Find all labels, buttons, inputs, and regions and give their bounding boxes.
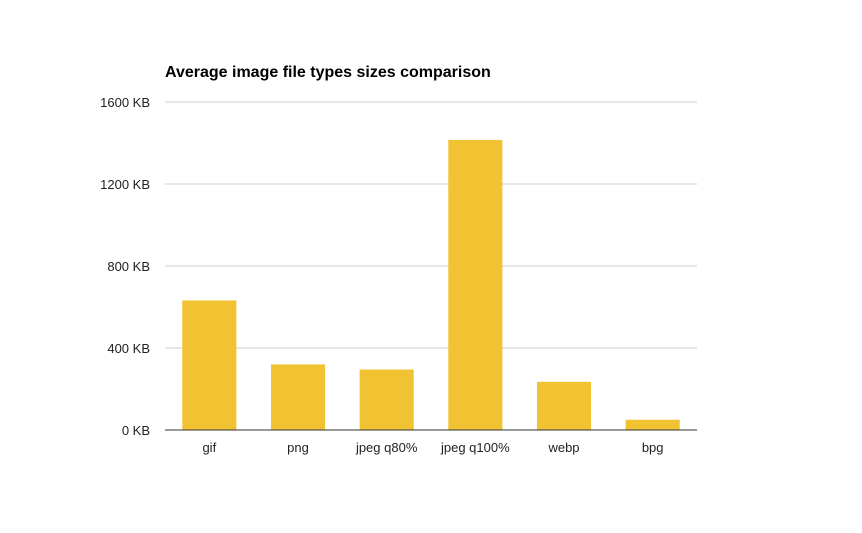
bar-gif — [182, 300, 237, 430]
bar-webp — [536, 381, 592, 430]
y-tick-label: 1200 KB — [100, 177, 150, 192]
y-axis-tick-labels: 0 KB 400 KB 800 KB 1200 KB 1600 KB — [100, 95, 150, 438]
chart-title: Average image file types sizes compariso… — [165, 64, 491, 81]
y-tick-label: 400 KB — [107, 341, 150, 356]
x-axis-category-labels: gif png jpeg q80% jpeg q100% webp bpg — [202, 440, 663, 455]
x-category-label: webp — [547, 440, 579, 455]
y-tick-label: 800 KB — [107, 259, 150, 274]
gridlines — [165, 101, 697, 349]
x-category-label: jpeg q100% — [440, 440, 510, 455]
x-category-label: gif — [202, 440, 216, 455]
x-category-label: jpeg q80% — [355, 440, 418, 455]
bars — [182, 139, 680, 431]
bar-jpeg-q100- — [448, 139, 503, 431]
bar-png — [270, 364, 326, 430]
bar-bpg — [625, 419, 680, 430]
x-category-label: bpg — [642, 440, 664, 455]
bar-jpeg-q80- — [359, 369, 414, 430]
x-category-label: png — [287, 440, 309, 455]
y-tick-label: 1600 KB — [100, 95, 150, 110]
y-tick-label: 0 KB — [122, 423, 150, 438]
